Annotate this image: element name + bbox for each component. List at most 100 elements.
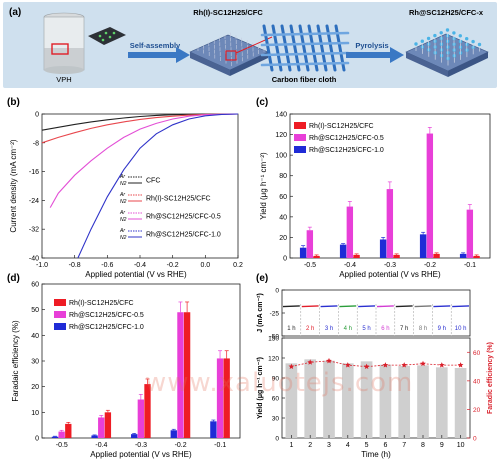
vph-vial <box>43 12 85 74</box>
fe-y-tick-label: 40 <box>473 378 481 385</box>
x-tick-label: -0.5 <box>56 442 68 449</box>
bar <box>144 384 151 438</box>
j-y-tick-label: -50 <box>270 334 280 341</box>
bar <box>459 253 467 258</box>
rh-particle <box>439 31 443 35</box>
y-tick-label: 0 <box>283 256 287 263</box>
panel-c: (c) 0 20 40 60 80 100 120 140 -0.5 -0.4 -0.3 -0.2 -0.… <box>256 97 491 279</box>
fiber-vertical <box>262 24 274 72</box>
rh-particle <box>420 39 424 43</box>
hour-label: 4 h <box>344 326 352 332</box>
legend-gas-bottom: N2 <box>120 217 127 223</box>
yield-bar <box>435 367 448 438</box>
bar <box>466 209 474 258</box>
x-tick-label: 2 <box>308 442 312 449</box>
panel-a-letter: (a) <box>9 7 21 18</box>
hour-label: 6 h <box>381 326 389 332</box>
fe-star-marker <box>420 360 426 367</box>
x-tick-label: 9 <box>440 442 444 449</box>
x-tick-label: -1.0 <box>36 262 48 269</box>
legend-gas-top: Ar <box>119 210 125 216</box>
j-trace-segment <box>301 305 319 308</box>
y-tick-label: 140 <box>275 112 287 119</box>
bar <box>393 254 400 258</box>
y-tick-label: -24 <box>29 198 39 205</box>
bar <box>306 230 314 258</box>
hour-label: 9 h <box>438 326 446 332</box>
fe-axis-label: Faradic efficiency (%) <box>487 342 494 414</box>
hour-label: 2 h <box>306 326 314 332</box>
y-tick-label: 80 <box>279 173 287 180</box>
x-tick-label: 4 <box>346 442 350 449</box>
bar <box>379 239 387 258</box>
yield-y-tick-label: 150 <box>268 336 279 343</box>
self-assembly-arrow <box>128 47 190 63</box>
rh-particle <box>445 28 450 32</box>
fe-star-marker <box>344 362 351 368</box>
bar <box>223 358 230 438</box>
yield-bar <box>398 366 411 438</box>
panel-b-letter: (b) <box>7 97 20 108</box>
j-trace-segment <box>320 305 338 308</box>
legend-label: Rh@SC12H25/CFC-1.0 <box>69 324 144 331</box>
fiber-horizontal <box>260 31 350 37</box>
j-trace-segment <box>282 305 300 308</box>
x-axis-label: Time (h) <box>361 450 391 459</box>
yield-bar <box>323 360 335 438</box>
legend-label: Rh@SC12H25/CFC-1.0 <box>146 232 221 239</box>
material-1-cloth <box>189 32 269 76</box>
cloth-edge-left <box>406 52 448 77</box>
y-tick-label: -40 <box>29 256 39 263</box>
material-2-label: Rh@SC12H25/CFC-x <box>409 8 484 17</box>
y-tick-label: -16 <box>29 169 39 176</box>
cloth-edge-left <box>190 52 230 76</box>
y-tick-label: 20 <box>279 235 287 242</box>
yield-axis-label: Yield (μg h⁻¹ cm⁻²) <box>257 357 264 419</box>
yield-y-tick-label: 120 <box>268 356 279 363</box>
x-axis-label: Applied potential (V vs RHE) <box>339 270 441 279</box>
x-tick-label: -0.6 <box>101 262 113 269</box>
series-line-2 <box>49 113 239 208</box>
bar <box>473 255 480 258</box>
cloth-edge-right <box>448 52 488 77</box>
rh-particle <box>458 34 462 38</box>
fe-star-marker <box>307 359 314 365</box>
panel-e-letter: (e) <box>256 273 268 284</box>
panel-b: (b) -1.0 -0.8 -0.6 -0.4 -0.2 0.0 0.2 0 -8 -16 -24 -3… <box>7 97 243 279</box>
x-tick-label: 3 <box>327 442 331 449</box>
self-assembly-label: Self-assembly <box>130 41 181 50</box>
material-1-highlight-box <box>225 50 237 61</box>
yield-y-tick-label: 90 <box>272 376 280 383</box>
series-line-1 <box>41 113 239 144</box>
bar <box>353 254 360 258</box>
legend-swatch <box>54 299 66 306</box>
j-trace-segment <box>433 305 451 308</box>
y-tick-label: 10 <box>31 410 39 417</box>
fe-line <box>291 360 461 368</box>
yield-bar <box>285 363 298 438</box>
hour-label: 7 h <box>400 326 408 332</box>
bar <box>170 430 177 438</box>
rh-particle <box>471 39 475 44</box>
legend-label: CFC <box>146 178 160 185</box>
rh-particle <box>414 42 418 46</box>
y-tick-label: 40 <box>279 214 287 221</box>
x-tick-label: 1 <box>289 442 293 449</box>
hour-label: 3 h <box>325 326 333 332</box>
fe-star-marker <box>438 362 445 368</box>
bar <box>98 417 105 438</box>
panel-letter: (c) <box>256 97 268 108</box>
rh-particle <box>426 36 431 41</box>
y-tick-label: 0 <box>35 112 39 119</box>
material-2-cloth <box>405 28 489 77</box>
j-trace-segment <box>395 305 413 308</box>
j-trace-segment <box>358 305 376 308</box>
bar <box>433 253 440 258</box>
y-tick-label: 40 <box>31 333 39 340</box>
carbon-fiber-cloth-label: Carbon fiber cloth <box>272 75 337 84</box>
x-axis-label: Applied potential (V vs RHE) <box>90 450 192 459</box>
hour-label: 8 h <box>419 326 427 332</box>
x-axis-label: Applied potential (V vs RHE) <box>85 270 187 279</box>
yield-bar <box>341 363 354 438</box>
